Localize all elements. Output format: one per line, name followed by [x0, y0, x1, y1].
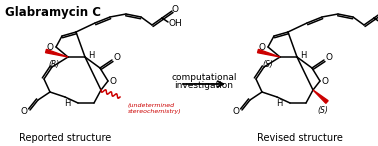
Polygon shape: [313, 90, 328, 103]
Text: (undetermined
stereochemistry): (undetermined stereochemistry): [128, 103, 182, 114]
Polygon shape: [257, 49, 280, 57]
Text: OH: OH: [168, 19, 182, 27]
Text: O: O: [172, 6, 178, 14]
Text: investigation: investigation: [175, 80, 234, 89]
Text: H: H: [300, 51, 306, 60]
Text: O: O: [113, 53, 121, 62]
Text: O: O: [110, 77, 116, 86]
Text: Glabramycin C: Glabramycin C: [5, 6, 101, 19]
Text: O: O: [322, 77, 328, 86]
Text: O: O: [232, 107, 240, 117]
Text: H: H: [88, 51, 94, 60]
Text: (S): (S): [263, 60, 273, 69]
Text: O: O: [46, 42, 54, 52]
Text: O: O: [325, 53, 333, 62]
Text: Reported structure: Reported structure: [19, 133, 111, 143]
Text: (R): (R): [48, 60, 60, 69]
Text: Ḣ: Ḣ: [64, 99, 70, 107]
Text: computational: computational: [171, 73, 237, 81]
Polygon shape: [45, 49, 68, 57]
Text: Ḣ: Ḣ: [276, 99, 282, 107]
Text: O: O: [20, 107, 28, 117]
Text: O: O: [259, 42, 265, 52]
Text: Revised structure: Revised structure: [257, 133, 343, 143]
Text: (S): (S): [318, 106, 328, 114]
